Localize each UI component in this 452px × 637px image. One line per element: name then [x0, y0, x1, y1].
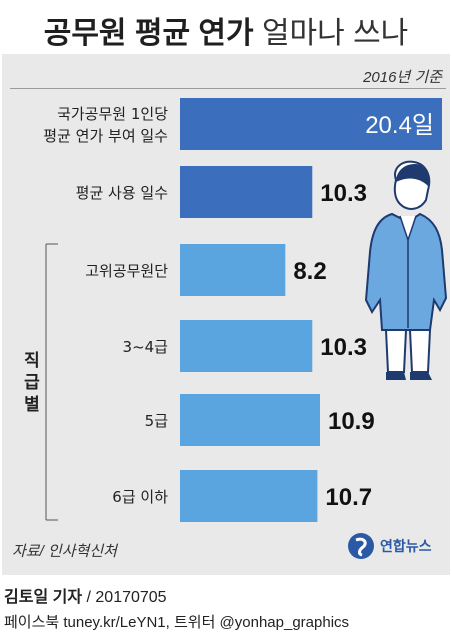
- basis-divider: [10, 88, 446, 89]
- category-label: 6급 이하: [112, 488, 168, 506]
- group-bracket: [45, 243, 58, 521]
- page-title: 공무원 평균 연가 얼마나 쓰나: [0, 8, 452, 52]
- category-label: 국가공무원 1인당 평균 연가 부여 일수: [43, 105, 168, 145]
- bar: [180, 244, 286, 296]
- bars: [180, 98, 442, 522]
- source-note: 자료/ 인사혁신처: [12, 543, 117, 560]
- yonhap-logo-icon: [348, 533, 374, 559]
- value-label: 8.2: [293, 258, 326, 285]
- reporter-name: 김토일 기자: [4, 589, 83, 606]
- footer: [0, 575, 452, 637]
- credit-line: 김토일 기자 / 20170705: [4, 583, 167, 607]
- bar: [180, 394, 320, 446]
- bar: [180, 166, 313, 218]
- bar: [180, 320, 313, 372]
- yonhap-logo: 연합뉴스: [346, 531, 432, 561]
- bar: [180, 98, 442, 150]
- sns-line: 페이스북 tuney.kr/LeYN1, 트위터 @yonhap_graphic…: [4, 614, 350, 631]
- value-label: 20.4일: [365, 112, 434, 139]
- basis-note: 2016년 기준: [363, 69, 442, 86]
- value-labels: 20.4일 10.3 8.2 10.3 10.9 10.7: [293, 112, 434, 511]
- value-label: 10.3: [320, 180, 367, 207]
- title-light: 얼마나 쓰나: [261, 17, 409, 50]
- title-band: [0, 0, 452, 54]
- category-label: 고위공무원단: [85, 262, 168, 280]
- value-label: 10.3: [320, 334, 367, 361]
- category-label: 5급: [145, 412, 169, 430]
- logo-text: 연합뉴스: [380, 538, 432, 554]
- bar: [180, 470, 318, 522]
- category-label: 3~4급: [123, 338, 169, 356]
- value-label: 10.9: [328, 408, 375, 435]
- office-worker-icon: [364, 160, 448, 380]
- title-bold: 공무원 평균 연가: [43, 17, 254, 50]
- credit-date: / 20170705: [86, 589, 167, 606]
- category-label: 평균 사용 일수: [76, 184, 168, 202]
- value-label: 10.7: [325, 484, 372, 511]
